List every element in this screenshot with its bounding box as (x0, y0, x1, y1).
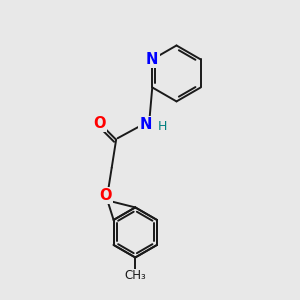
Text: N: N (146, 52, 158, 67)
Text: H: H (158, 120, 167, 133)
Text: N: N (140, 118, 152, 133)
Text: O: O (100, 188, 112, 203)
Text: O: O (94, 116, 106, 131)
Text: CH₃: CH₃ (124, 269, 146, 282)
